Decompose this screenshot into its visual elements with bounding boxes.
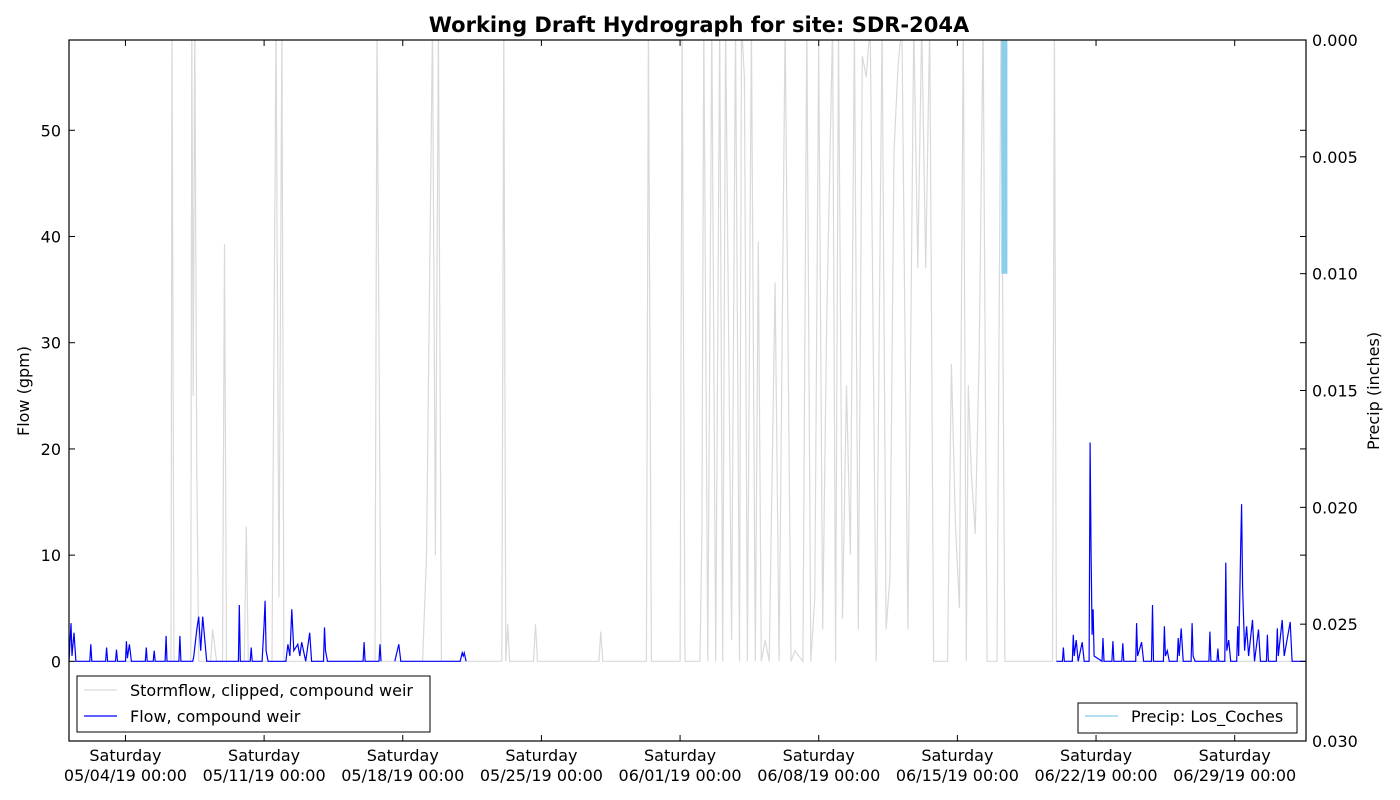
x-tick-label-date-1: 05/11/19 00:00 bbox=[203, 766, 326, 785]
legend-label-precip: Precip: Los_Coches bbox=[1131, 707, 1283, 727]
y2-tick-label-0.030: 0.030 bbox=[1312, 732, 1358, 751]
series-line-stormflow bbox=[69, 40, 1306, 664]
y2-axis-label: Precip (inches) bbox=[1364, 332, 1383, 450]
x-tick-label-day-8: Saturday bbox=[1199, 746, 1271, 765]
y-tick-label-50: 50 bbox=[41, 121, 61, 140]
x-tick-label-day-0: Saturday bbox=[89, 746, 161, 765]
x-tick-label-date-5: 06/08/19 00:00 bbox=[757, 766, 880, 785]
x-tick-label-date-7: 06/22/19 00:00 bbox=[1035, 766, 1158, 785]
x-tick-label-date-2: 05/18/19 00:00 bbox=[341, 766, 464, 785]
x-tick-label-day-4: Saturday bbox=[644, 746, 716, 765]
series-line-flow-segment-3 bbox=[1056, 442, 1306, 663]
y2-tick-label-0.010: 0.010 bbox=[1312, 265, 1358, 284]
x-tick-label-date-8: 06/29/19 00:00 bbox=[1173, 766, 1296, 785]
series-line-flow-segment-2 bbox=[394, 644, 467, 662]
legend-label-stormflow: Stormflow, clipped, compound weir bbox=[130, 681, 413, 700]
x-tick-label-date-6: 06/15/19 00:00 bbox=[896, 766, 1019, 785]
axes-layer: 0 10 20 30 40 50 0.000 0.005 0.010 0.015 0.020 0.02… bbox=[41, 31, 1358, 785]
x-tick-label-day-1: Saturday bbox=[228, 746, 300, 765]
series-line-flow-segment-1 bbox=[69, 600, 382, 662]
x-tick-label-day-5: Saturday bbox=[783, 746, 855, 765]
y-tick-label-20: 20 bbox=[41, 440, 61, 459]
legend-main-frame bbox=[76, 675, 431, 733]
y-tick-label-10: 10 bbox=[41, 546, 61, 565]
x-tick-label-day-6: Saturday bbox=[921, 746, 993, 765]
y-axis-label: Flow (gpm) bbox=[14, 346, 33, 436]
legend-label-flow: Flow, compound weir bbox=[130, 707, 301, 726]
y2-tick-label-0.025: 0.025 bbox=[1312, 615, 1358, 634]
x-tick-label-day-7: Saturday bbox=[1060, 746, 1132, 765]
x-tick-label-date-4: 06/01/19 00:00 bbox=[619, 766, 742, 785]
y-tick-label-40: 40 bbox=[41, 227, 61, 246]
chart-title: Working Draft Hydrograph for site: SDR-2… bbox=[429, 13, 970, 37]
series-layer bbox=[69, 40, 1306, 664]
x-tick-label-day-2: Saturday bbox=[367, 746, 439, 765]
y-tick-label-30: 30 bbox=[41, 334, 61, 353]
legend-precip: Precip: Los_Coches bbox=[1077, 702, 1298, 734]
x-tick-label-day-3: Saturday bbox=[505, 746, 577, 765]
y-tick-label-0: 0 bbox=[51, 652, 61, 671]
legend-precip-frame bbox=[1077, 702, 1298, 734]
x-tick-label-date-0: 05/04/19 00:00 bbox=[64, 766, 187, 785]
x-tick-label-date-3: 05/25/19 00:00 bbox=[480, 766, 603, 785]
y2-tick-label-0.015: 0.015 bbox=[1312, 382, 1358, 401]
y2-tick-label-0.005: 0.005 bbox=[1312, 148, 1358, 167]
legend-main: Stormflow, clipped, compound weir Flow, … bbox=[76, 675, 431, 733]
y2-tick-label-0.020: 0.020 bbox=[1312, 498, 1358, 517]
y2-tick-label-0.000: 0.000 bbox=[1312, 31, 1358, 50]
